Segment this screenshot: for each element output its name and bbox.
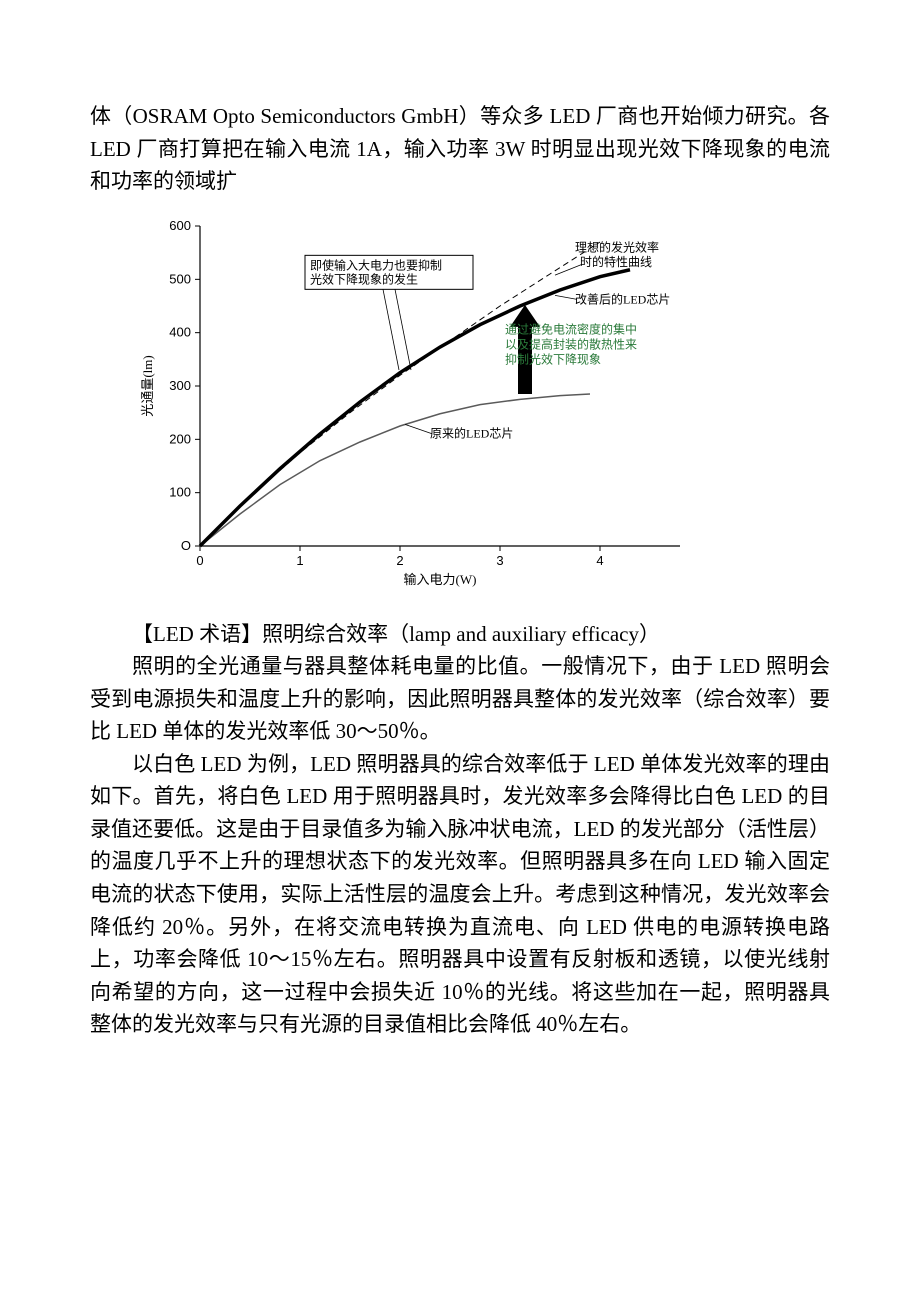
svg-text:500: 500 <box>169 271 191 286</box>
svg-text:输入电力(W): 输入电力(W) <box>404 572 477 587</box>
svg-text:3: 3 <box>496 553 503 568</box>
document-page: 体（OSRAM Opto Semiconductors GmbH）等众多 LED… <box>0 0 920 1101</box>
svg-text:光通量(lm): 光通量(lm) <box>140 355 155 416</box>
paragraph-3: 照明的全光通量与器具整体耗电量的比值。一般情况下，由于 LED 照明会受到电源损… <box>90 650 830 748</box>
svg-text:0: 0 <box>196 553 203 568</box>
svg-text:光效下降现象的发生: 光效下降现象的发生 <box>310 271 418 286</box>
efficiency-chart: O 100 200 300 400 500 600 0 1 2 3 4 输入电力(W) 光通量(lm) 即使… <box>130 206 705 606</box>
svg-text:原来的LED芯片: 原来的LED芯片 <box>430 425 513 440</box>
svg-text:即使输入大电力也要抑制: 即使输入大电力也要抑制 <box>310 257 442 272</box>
svg-text:改善后的LED芯片: 改善后的LED芯片 <box>575 291 670 306</box>
svg-text:100: 100 <box>169 484 191 499</box>
svg-text:4: 4 <box>596 553 603 568</box>
svg-text:400: 400 <box>169 324 191 339</box>
svg-text:抑制光效下降现象: 抑制光效下降现象 <box>505 351 601 366</box>
term-heading: 【LED 术语】照明综合效率（lamp and auxiliary effica… <box>90 618 830 651</box>
svg-text:1: 1 <box>296 553 303 568</box>
svg-text:以及提高封装的散热性来: 以及提高封装的散热性来 <box>505 336 637 351</box>
paragraph-1: 体（OSRAM Opto Semiconductors GmbH）等众多 LED… <box>90 100 830 198</box>
svg-text:通过避免电流密度的集中: 通过避免电流密度的集中 <box>505 321 637 336</box>
chart-svg: O 100 200 300 400 500 600 0 1 2 3 4 输入电力(W) 光通量(lm) 即使… <box>130 206 705 606</box>
svg-text:600: 600 <box>169 218 191 233</box>
svg-text:时的特性曲线: 时的特性曲线 <box>580 254 652 269</box>
svg-text:理想的发光效率: 理想的发光效率 <box>575 239 659 254</box>
svg-text:2: 2 <box>396 553 403 568</box>
svg-text:300: 300 <box>169 378 191 393</box>
svg-text:200: 200 <box>169 431 191 446</box>
svg-text:O: O <box>181 538 191 553</box>
paragraph-4: 以白色 LED 为例，LED 照明器具的综合效率低于 LED 单体发光效率的理由… <box>90 748 830 1041</box>
